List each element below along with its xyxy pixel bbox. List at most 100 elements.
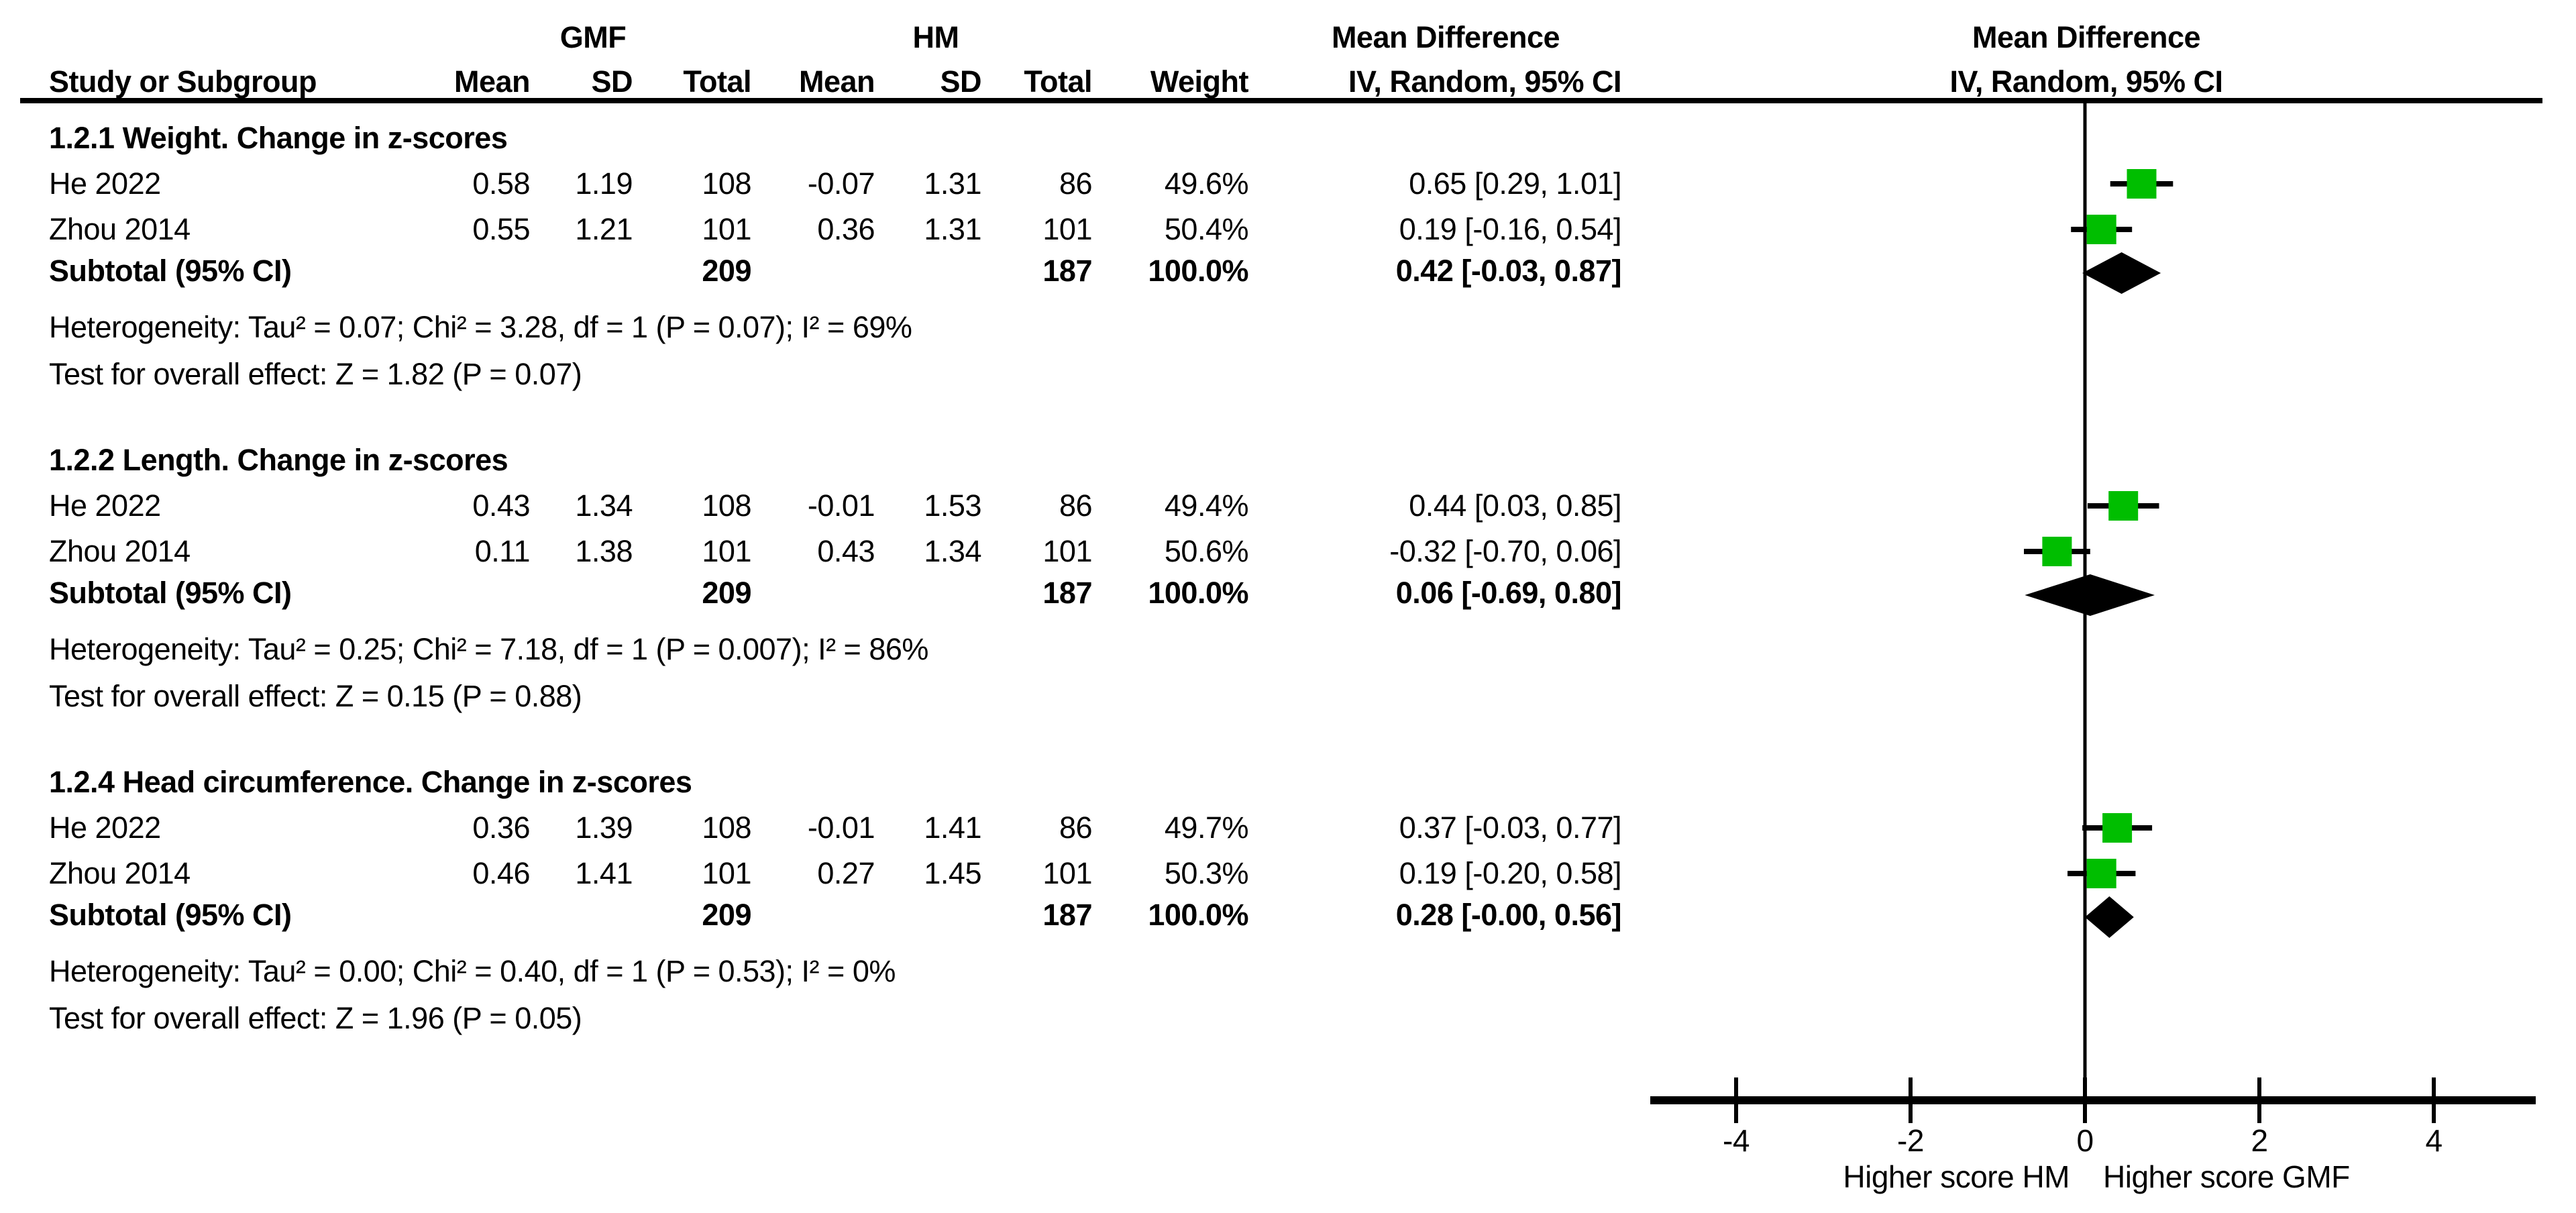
hm-mean-value: -0.01 xyxy=(807,810,875,845)
hm-sd-value: 1.31 xyxy=(924,212,981,246)
subtotal-hm-total: 187 xyxy=(1042,254,1092,288)
subtotal-hm-total: 187 xyxy=(1042,576,1092,610)
hm-mean-value: 0.36 xyxy=(817,212,875,246)
gmf-mean-value: 0.58 xyxy=(472,166,530,201)
gmf-sd-value: 1.21 xyxy=(575,212,633,246)
hm-sd-value: 1.53 xyxy=(924,488,981,523)
x-tick-label: -2 xyxy=(1897,1123,1924,1158)
subtotal-label: Subtotal (95% CI) xyxy=(49,898,292,932)
overall-effect-note: Test for overall effect: Z = 1.96 (P = 0… xyxy=(49,1001,582,1035)
subtotal-weight: 100.0% xyxy=(1148,254,1248,288)
x-tick-label: 0 xyxy=(2076,1123,2094,1158)
study-name: Zhou 2014 xyxy=(49,534,191,568)
gmf-sd-value: 1.41 xyxy=(575,856,633,890)
weight-value: 49.6% xyxy=(1164,166,1249,201)
gmf-sd-value: 1.39 xyxy=(575,810,633,845)
section-title: 1.2.2 Length. Change in z-scores xyxy=(49,443,508,477)
gmf-total-value: 108 xyxy=(702,166,751,201)
hm-sd-value: 1.31 xyxy=(924,166,981,201)
gmf-total-value: 101 xyxy=(702,856,751,890)
gmf-total-value: 101 xyxy=(702,212,751,246)
study-name: He 2022 xyxy=(49,166,161,201)
weight-value: 50.4% xyxy=(1164,212,1249,246)
heterogeneity-note: Heterogeneity: Tau² = 0.25; Chi² = 7.18,… xyxy=(49,632,928,666)
section-title: 1.2.1 Weight. Change in z-scores xyxy=(49,121,508,155)
hm-total-value: 101 xyxy=(1042,212,1092,246)
col-header-hm-sd: SD xyxy=(940,64,981,99)
ci-text: 0.37 [-0.03, 0.77] xyxy=(1399,810,1622,845)
gmf-sd-value: 1.38 xyxy=(575,534,633,568)
heterogeneity-note: Heterogeneity: Tau² = 0.07; Chi² = 3.28,… xyxy=(49,310,912,344)
hm-total-value: 86 xyxy=(1059,810,1093,845)
hm-sd-value: 1.34 xyxy=(924,534,981,568)
hm-total-value: 86 xyxy=(1059,488,1093,523)
ci-text: 0.19 [-0.20, 0.58] xyxy=(1399,856,1622,890)
study-name: He 2022 xyxy=(49,488,161,523)
hm-total-value: 101 xyxy=(1042,856,1092,890)
subtotal-gmf-total: 209 xyxy=(702,254,751,288)
gmf-total-value: 108 xyxy=(702,810,751,845)
col-header-ci: IV, Random, 95% CI xyxy=(1348,64,1621,99)
group-label-hm: HM xyxy=(912,20,959,54)
gmf-sd-value: 1.34 xyxy=(575,488,633,523)
gmf-mean-value: 0.11 xyxy=(474,534,531,568)
subtotal-weight: 100.0% xyxy=(1148,898,1248,932)
col-header-gmf-sd: SD xyxy=(591,64,633,99)
hm-mean-value: 0.43 xyxy=(817,534,875,568)
hm-mean-value: 0.27 xyxy=(817,856,875,890)
gmf-mean-value: 0.46 xyxy=(472,856,530,890)
favours-right-label: Higher score GMF xyxy=(2103,1159,2350,1194)
weight-value: 49.7% xyxy=(1164,810,1249,845)
study-name: He 2022 xyxy=(49,810,161,845)
overall-effect-note: Test for overall effect: Z = 1.82 (P = 0… xyxy=(49,357,582,391)
weight-value: 49.4% xyxy=(1164,488,1249,523)
hm-mean-value: -0.01 xyxy=(807,488,875,523)
hm-total-value: 86 xyxy=(1059,166,1093,201)
subtotal-ci-text: 0.06 [-0.69, 0.80] xyxy=(1395,576,1622,610)
x-tick-label: -4 xyxy=(1723,1123,1750,1158)
col-header-gmf-mean: Mean xyxy=(453,64,531,99)
heterogeneity-note: Heterogeneity: Tau² = 0.00; Chi² = 0.40,… xyxy=(49,954,896,988)
group-label-gmf: GMF xyxy=(559,20,627,54)
plot-header-method: IV, Random, 95% CI xyxy=(1949,64,2223,99)
col-header-hm-mean: Mean xyxy=(798,64,875,99)
subtotal-label: Subtotal (95% CI) xyxy=(49,576,292,610)
overall-effect-note: Test for overall effect: Z = 0.15 (P = 0… xyxy=(49,679,582,713)
favours-left-label: Higher score HM xyxy=(1843,1159,2070,1194)
hm-total-value: 101 xyxy=(1042,534,1092,568)
gmf-total-value: 108 xyxy=(702,488,751,523)
md-column-title: Mean Difference xyxy=(1331,20,1560,54)
gmf-sd-value: 1.19 xyxy=(575,166,633,201)
subtotal-weight: 100.0% xyxy=(1148,576,1248,610)
gmf-mean-value: 0.36 xyxy=(472,810,530,845)
section-title: 1.2.4 Head circumference. Change in z-sc… xyxy=(49,765,692,799)
subtotal-ci-text: 0.28 [-0.00, 0.56] xyxy=(1395,898,1622,932)
x-tick-label: 2 xyxy=(2251,1123,2268,1158)
col-header-weight: Weight xyxy=(1150,64,1249,99)
col-header-gmf-total: Total xyxy=(683,64,751,99)
ci-text: 0.65 [0.29, 1.01] xyxy=(1409,166,1621,201)
study-name: Zhou 2014 xyxy=(49,212,191,246)
header-rule xyxy=(20,98,2542,103)
hm-sd-value: 1.41 xyxy=(924,810,981,845)
weight-value: 50.6% xyxy=(1164,534,1249,568)
subtotal-ci-text: 0.42 [-0.03, 0.87] xyxy=(1395,254,1622,288)
subtotal-hm-total: 187 xyxy=(1042,898,1092,932)
col-header-study: Study or Subgroup xyxy=(49,64,317,99)
ci-text: 0.44 [0.03, 0.85] xyxy=(1409,488,1621,523)
col-header-hm-total: Total xyxy=(1024,64,1092,99)
subtotal-gmf-total: 209 xyxy=(702,576,751,610)
ci-text: -0.32 [-0.70, 0.06] xyxy=(1389,534,1621,568)
gmf-mean-value: 0.55 xyxy=(472,212,530,246)
hm-mean-value: -0.07 xyxy=(807,166,875,201)
md-plot-title: Mean Difference xyxy=(1972,20,2201,54)
subtotal-label: Subtotal (95% CI) xyxy=(49,254,292,288)
weight-value: 50.3% xyxy=(1164,856,1249,890)
hm-sd-value: 1.45 xyxy=(924,856,981,890)
study-name: Zhou 2014 xyxy=(49,856,191,890)
gmf-mean-value: 0.43 xyxy=(472,488,530,523)
x-tick-label: 4 xyxy=(2425,1123,2443,1158)
gmf-total-value: 101 xyxy=(702,534,751,568)
